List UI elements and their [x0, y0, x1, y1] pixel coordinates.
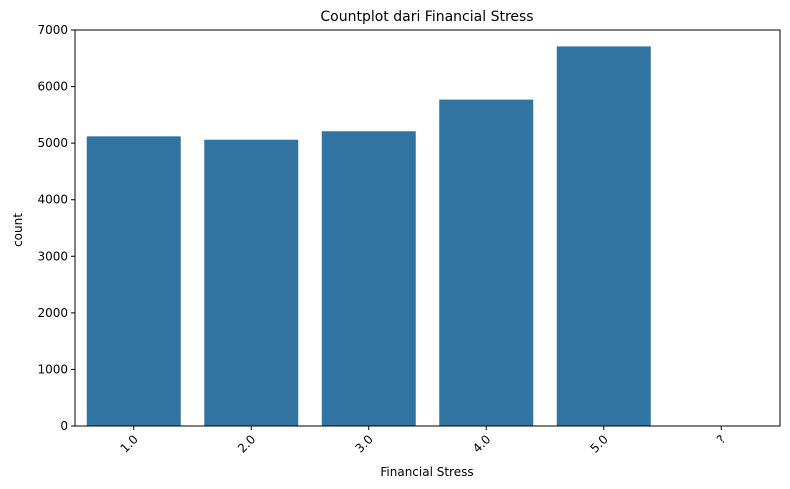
- x-tick-label: 1.0: [117, 432, 140, 455]
- y-tick-label: 1000: [37, 362, 68, 376]
- y-tick-label: 0: [60, 419, 68, 433]
- bar-3-0: [321, 131, 416, 426]
- x-axis-ticks: 1.0 2.0 3.0 4.0 5.0?: [117, 426, 728, 456]
- bar-4-0: [439, 99, 534, 426]
- plot-frame: [74, 29, 781, 427]
- bar-1-0: [86, 136, 181, 426]
- y-tick-label: 6000: [37, 80, 68, 94]
- bar-2-0: [204, 139, 299, 426]
- y-tick-label: 5000: [37, 136, 68, 150]
- y-tick-label: 2000: [37, 306, 68, 320]
- y-tick-label: 4000: [37, 193, 68, 207]
- y-tick-label: 7000: [37, 23, 68, 37]
- x-tick-label: 3.0: [352, 432, 375, 455]
- x-axis-title: Financial Stress: [380, 465, 473, 479]
- y-axis-title: count: [11, 213, 25, 247]
- bar-5-0: [556, 46, 651, 427]
- x-tick-label: ?: [714, 432, 728, 446]
- x-tick-label: 5.0: [587, 432, 610, 455]
- chart-title: Countplot dari Financial Stress: [320, 9, 533, 25]
- x-tick-label: 2.0: [235, 432, 258, 455]
- x-tick-label: 4.0: [470, 432, 493, 455]
- y-tick-label: 3000: [37, 249, 68, 263]
- y-axis-ticks: 0 1000 2000 3000 4000 5000 6000 7000: [37, 23, 75, 433]
- bars-group: [86, 46, 769, 427]
